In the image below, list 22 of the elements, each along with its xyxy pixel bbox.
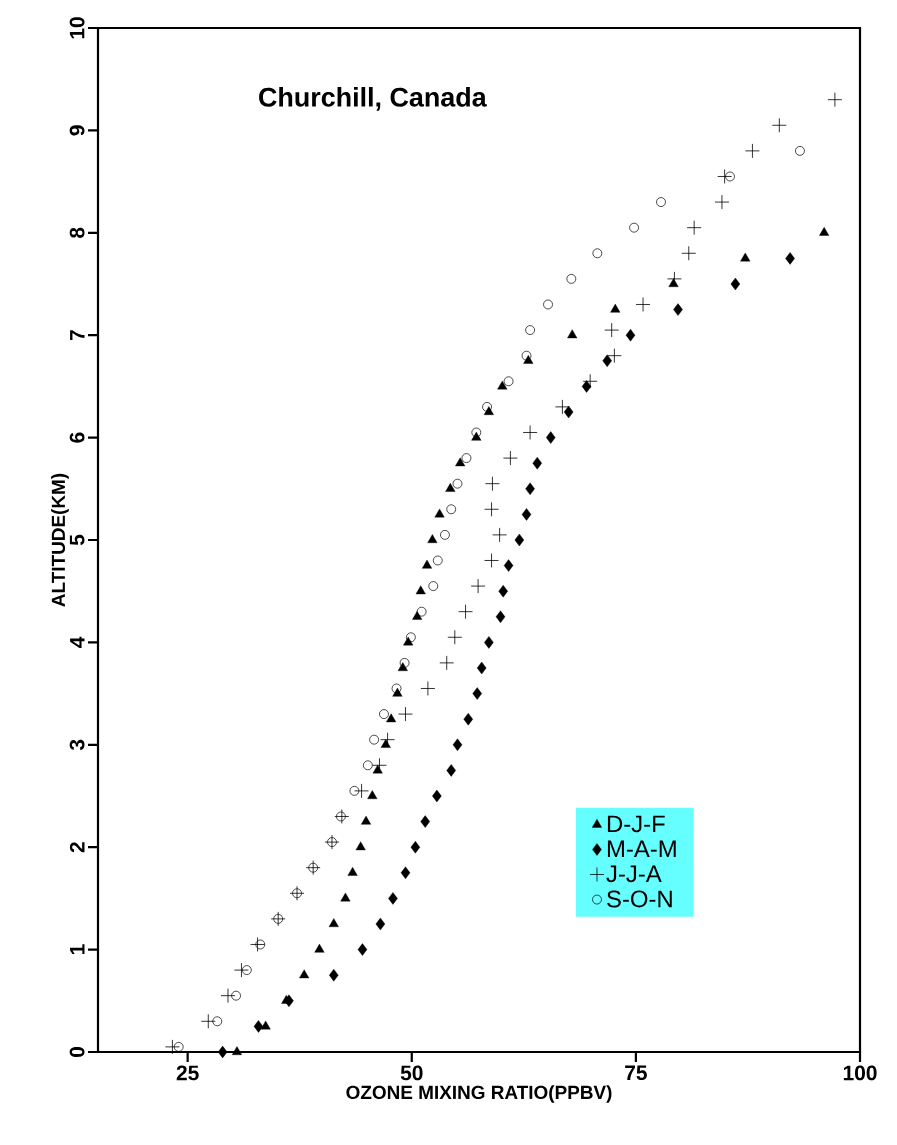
y-tick-label: 4 — [70, 636, 85, 648]
y-tick-label: 0 — [69, 1047, 85, 1057]
legend-label: M-A-M — [607, 840, 676, 858]
y-axis-title: ALTITUDE(KM) — [51, 473, 69, 607]
legend-label: D-J-F — [607, 815, 665, 833]
x-axis-title: OZONE MIXING RATIO(PPBV) — [346, 1085, 612, 1103]
y-tick-label: 3 — [69, 739, 85, 751]
y-tick-label: 9 — [69, 125, 85, 136]
y-tick-label: 5 — [69, 534, 85, 546]
y-tick-label: 1 — [70, 944, 85, 955]
legend-label: J-J-A — [606, 865, 662, 883]
legend-label: S-O-N — [607, 890, 672, 908]
x-tick-label: 75 — [625, 1065, 647, 1081]
y-tick-label: 6 — [69, 432, 85, 443]
x-tick-label: 100 — [843, 1065, 877, 1081]
x-tick-label: 50 — [400, 1065, 423, 1081]
y-tick-label: 7 — [70, 330, 85, 341]
y-tick-label: 8 — [69, 227, 85, 238]
y-tick-label: 2 — [69, 842, 85, 853]
text: Churchill, Canada — [259, 86, 487, 111]
y-tick-label: 10 — [69, 17, 85, 39]
x-tick-label: 25 — [176, 1065, 199, 1081]
